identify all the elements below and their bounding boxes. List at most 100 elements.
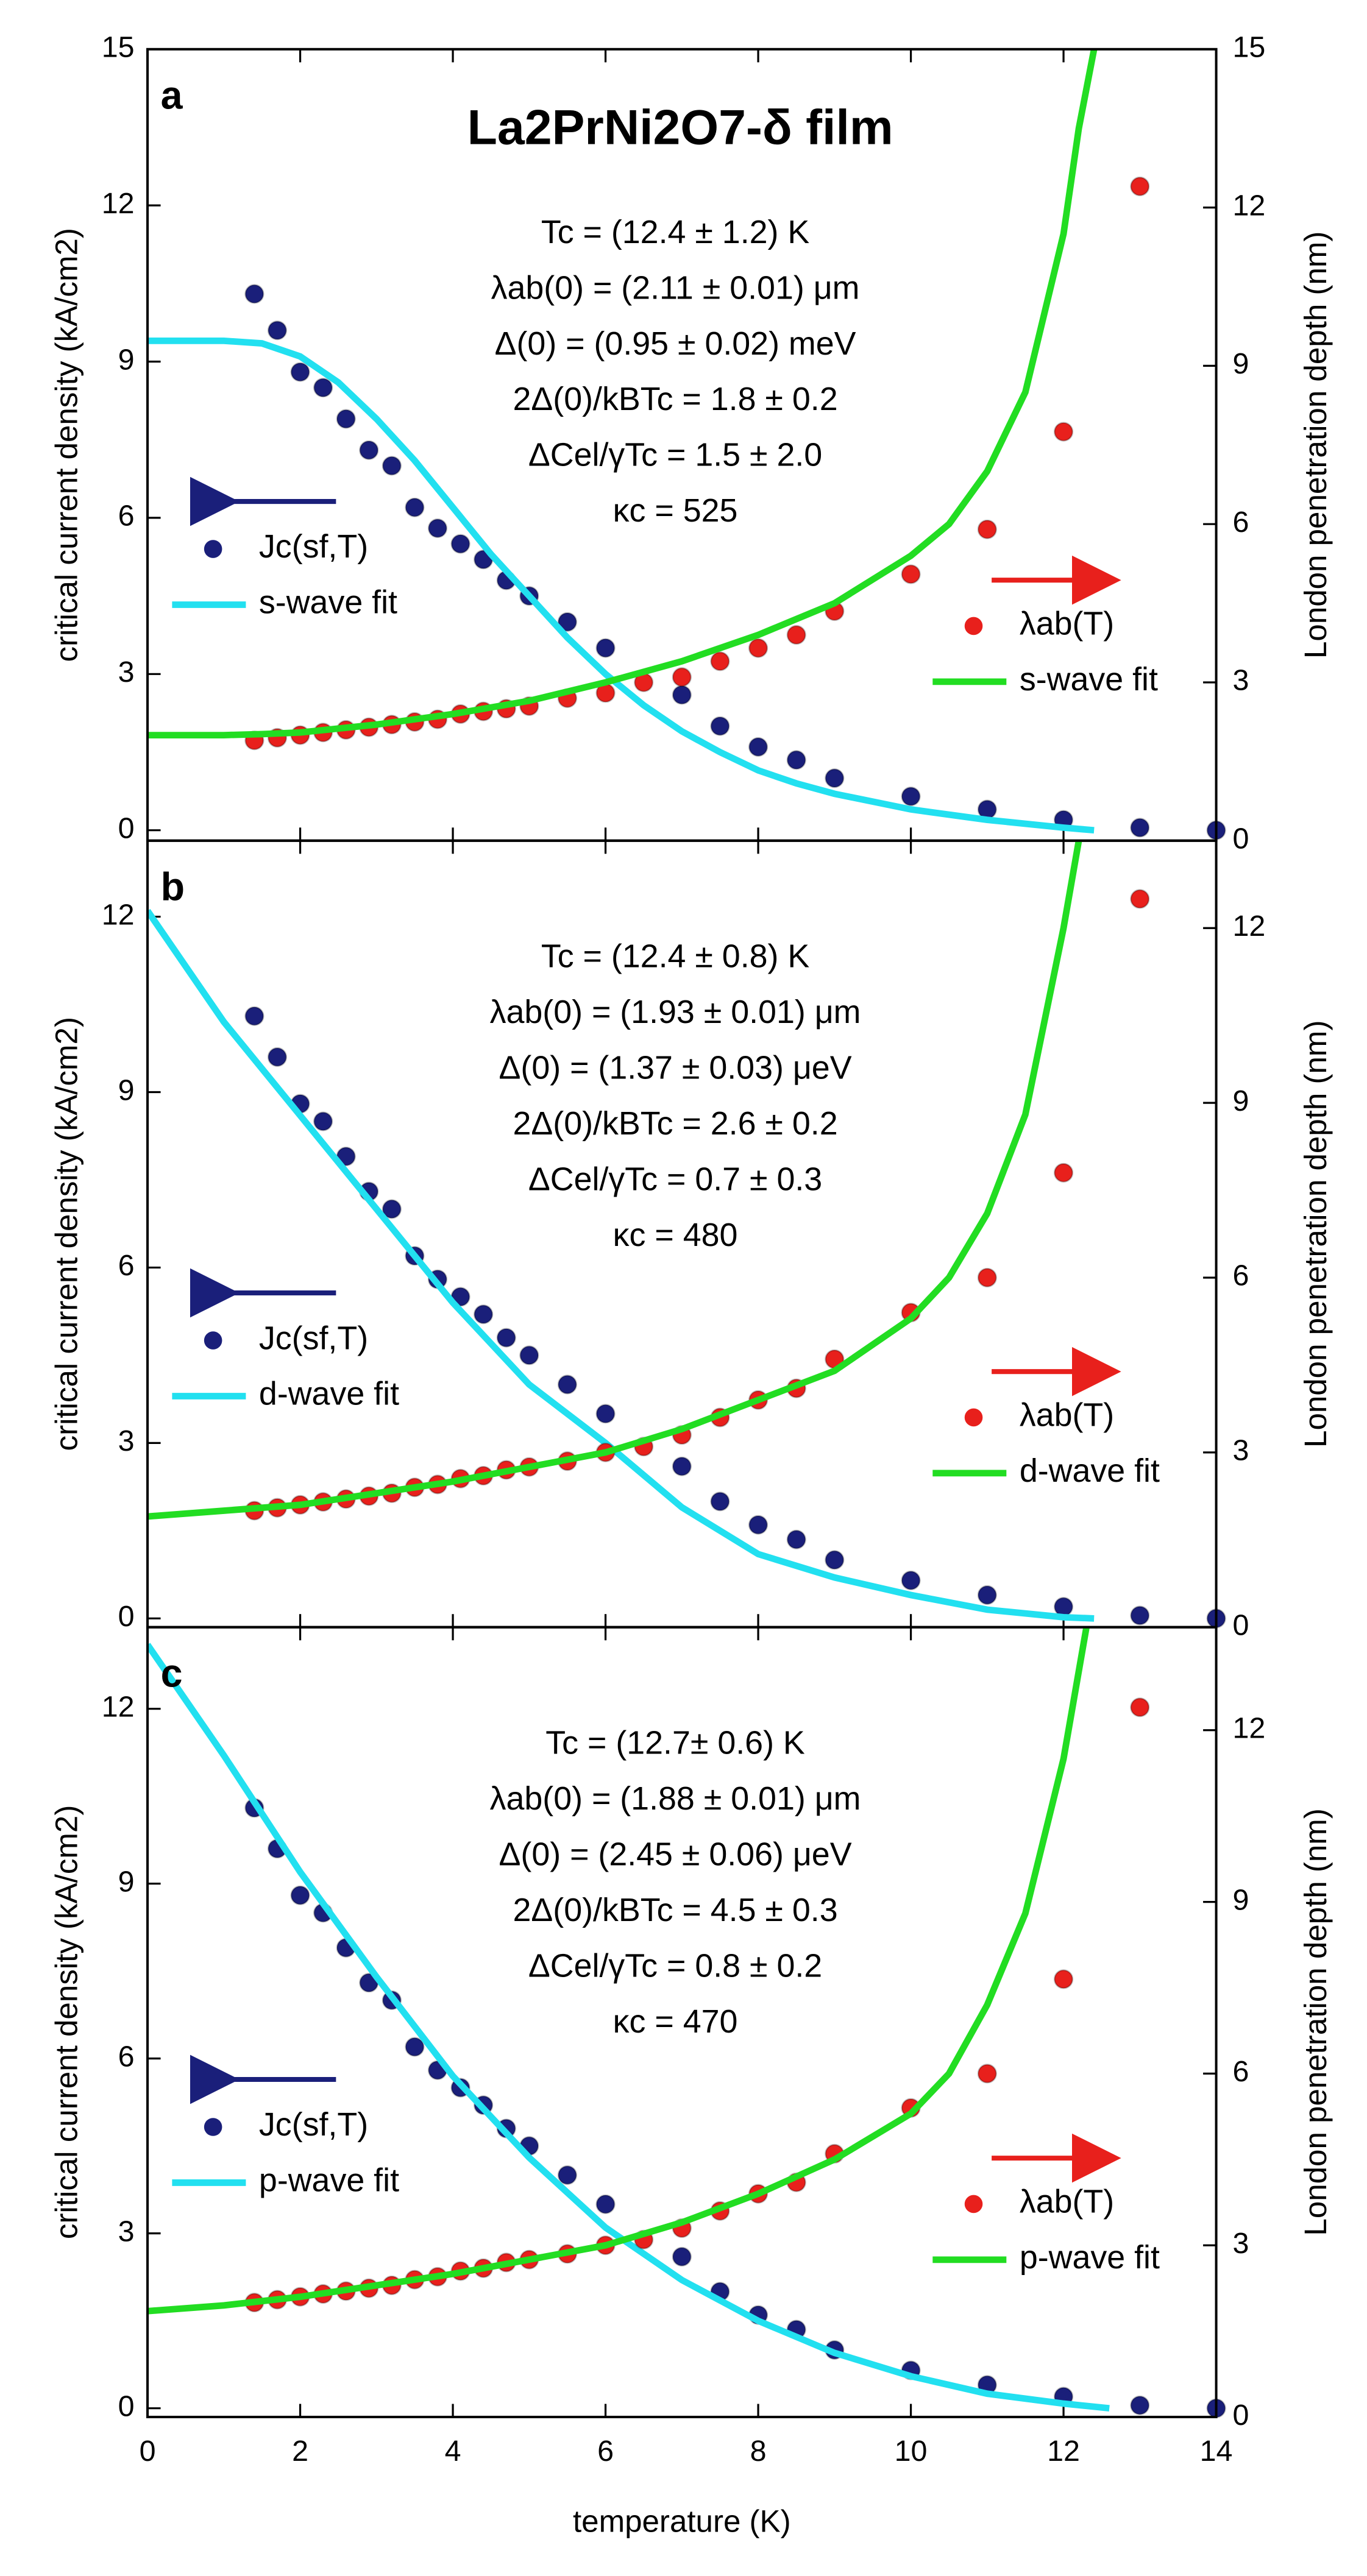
x-tick-label: 4: [445, 2435, 461, 2468]
annotation: 2Δ(0)/kBTc = 2.6 ± 0.2: [513, 1105, 837, 1142]
data-point: [786, 1529, 806, 1549]
legend-label: s-wave fit: [1020, 661, 1158, 698]
data-point: [748, 638, 769, 658]
data-point: [786, 750, 806, 770]
data-point: [290, 362, 310, 382]
data-point: [672, 685, 692, 705]
legend-label: d-wave fit: [259, 1376, 399, 1412]
y-tick-label: 12: [102, 898, 135, 931]
data-point: [557, 612, 578, 632]
fit-line: [147, 1627, 1090, 2315]
data-point: [313, 1111, 333, 1131]
panel-label: a: [161, 74, 183, 118]
panel-label: b: [161, 865, 185, 909]
data-point: [977, 1585, 997, 1605]
annotation: Tc = (12.4 ± 1.2) K: [541, 214, 810, 250]
annotation: Tc = (12.7± 0.6) K: [545, 1725, 805, 1761]
y-tick-label: 0: [118, 1600, 135, 1633]
legend-label: Jc(sf,T): [259, 2106, 368, 2143]
data-point: [244, 284, 265, 304]
data-point: [977, 519, 997, 539]
y2-tick-label: 3: [1232, 664, 1249, 697]
legend-label: d-wave fit: [1020, 1453, 1160, 1489]
annotation: κc = 525: [613, 492, 738, 529]
data-point: [672, 667, 692, 687]
chart-title: La2PrNi2O7-δ film: [467, 101, 893, 155]
annotation: λab(0) = (2.11 ± 0.01) μm: [491, 269, 860, 306]
x-tick-label: 0: [140, 2435, 156, 2468]
y-tick-label: 15: [102, 31, 135, 64]
annotation: λab(0) = (1.93 ± 0.01) μm: [490, 994, 861, 1030]
data-point: [977, 2064, 997, 2084]
data-point: [901, 564, 921, 584]
y-tick-label: 0: [118, 2390, 135, 2422]
y-tick-label: 3: [118, 656, 135, 688]
y-tick-label: 12: [102, 187, 135, 220]
legend-label: Jc(sf,T): [259, 528, 368, 565]
annotation: Tc = (12.4 ± 0.8) K: [541, 938, 810, 975]
annotation: λab(0) = (1.88 ± 0.01) μm: [490, 1780, 861, 1817]
legend-label: Jc(sf,T): [259, 1320, 368, 1356]
y2-tick-label: 0: [1232, 823, 1249, 855]
y2-tick-label: 6: [1232, 1259, 1249, 1292]
annotation: κc = 480: [613, 1217, 738, 1253]
x-axis-label: temperature (K): [573, 2503, 791, 2538]
x-tick-label: 10: [895, 2435, 928, 2468]
y2-tick-label: 12: [1232, 910, 1265, 943]
data-point: [557, 1375, 578, 1395]
legend-label: p-wave fit: [1020, 2239, 1160, 2276]
y-tick-label: 0: [118, 812, 135, 844]
data-point: [405, 2037, 425, 2057]
data-point: [474, 1304, 494, 1325]
y2-tick-label: 6: [1232, 2055, 1249, 2088]
y2-tick-label: 15: [1232, 31, 1265, 64]
legend-marker: [964, 2195, 983, 2213]
data-point: [1053, 1596, 1074, 1617]
data-point: [496, 1328, 516, 1348]
y-axis-label: critical current density (kA/cm2): [49, 1805, 83, 2239]
y2-tick-label: 12: [1232, 1712, 1265, 1745]
data-point: [1130, 1697, 1150, 1718]
data-point: [977, 1267, 997, 1288]
data-point: [450, 534, 470, 554]
data-point: [710, 1491, 730, 1512]
data-point: [244, 1006, 265, 1026]
annotation: ΔCel/γTc = 0.8 ± 0.2: [528, 1947, 822, 1984]
legend-marker: [204, 1331, 222, 1350]
data-point: [1130, 1605, 1150, 1626]
legend-marker: [204, 2118, 222, 2136]
data-point: [672, 1456, 692, 1476]
legend-label: λab(T): [1020, 606, 1114, 642]
y-tick-label: 3: [118, 2215, 135, 2248]
annotation: Δ(0) = (2.45 ± 0.06) μeV: [499, 1836, 852, 1872]
y2-axis-label: London penetration depth (nm): [1298, 232, 1333, 659]
legend-label: λab(T): [1020, 1397, 1114, 1434]
data-point: [313, 378, 333, 398]
data-point: [382, 456, 402, 476]
y-axis-label: critical current density (kA/cm2): [49, 228, 83, 662]
x-tick-label: 8: [750, 2435, 767, 2468]
fit-line: [147, 49, 1098, 738]
data-point: [290, 1885, 310, 1905]
data-point: [382, 1199, 402, 1219]
data-point: [1130, 2395, 1150, 2416]
panel-label: c: [161, 1651, 183, 1695]
data-point: [519, 1345, 539, 1365]
legend-label: s-wave fit: [259, 584, 397, 621]
annotation: ΔCel/γTc = 1.5 ± 2.0: [528, 437, 822, 473]
data-point: [786, 625, 806, 645]
y2-tick-label: 9: [1232, 1883, 1249, 1916]
fit-line: [147, 337, 1095, 834]
y-axis-label: critical current density (kA/cm2): [49, 1017, 83, 1451]
legend-label: p-wave fit: [259, 2162, 399, 2199]
y2-tick-label: 0: [1232, 1608, 1249, 1641]
data-point: [748, 737, 769, 757]
y2-tick-label: 6: [1232, 506, 1249, 539]
data-point: [1130, 818, 1150, 838]
y2-tick-label: 3: [1232, 1434, 1249, 1467]
y2-tick-label: 9: [1232, 1085, 1249, 1117]
legend-marker: [964, 1408, 983, 1427]
data-point: [1130, 889, 1150, 909]
y-tick-label: 9: [118, 1074, 135, 1106]
plot-frame: [146, 1626, 1218, 2419]
